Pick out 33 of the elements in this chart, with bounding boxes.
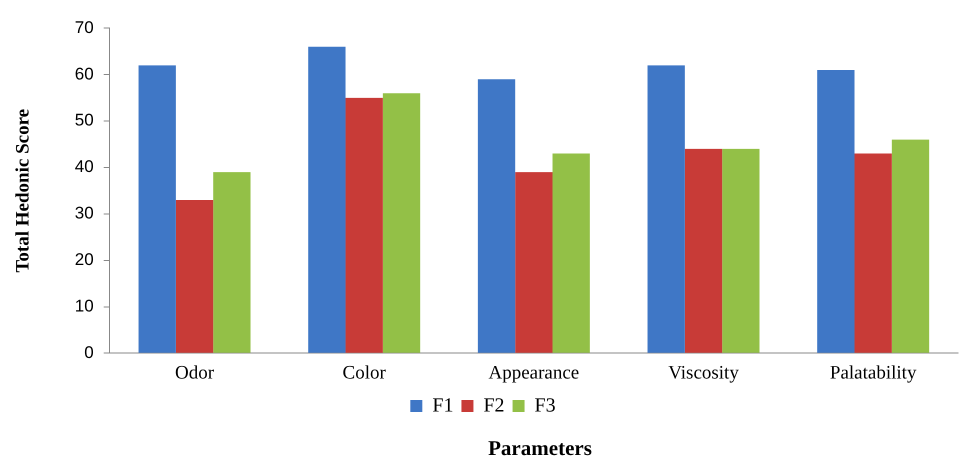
bar: [138, 65, 176, 353]
y-tick-label: 20: [74, 250, 94, 270]
bar: [346, 98, 383, 353]
x-axis-title: Parameters: [487, 436, 593, 461]
y-tick-label: 40: [74, 157, 94, 176]
bar: [213, 172, 251, 353]
bar: [515, 172, 553, 353]
y-tick-label: 70: [74, 18, 94, 37]
bar: [308, 46, 346, 353]
bar: [817, 70, 855, 353]
bar: [552, 154, 590, 353]
bar: [684, 148, 722, 353]
x-tick-label: Appearance: [488, 362, 580, 384]
legend-label: F2: [483, 394, 505, 416]
y-tick-label: 0: [84, 342, 94, 362]
legend-label: F1: [432, 394, 454, 416]
bar: [382, 93, 420, 353]
legend-label: F3: [534, 394, 556, 416]
y-axis-title: Total Hedonic Score: [12, 108, 34, 273]
bar: [478, 79, 516, 353]
y-tick-label: 60: [74, 64, 94, 84]
x-tick-label: Color: [342, 362, 387, 384]
y-tick-label: 30: [74, 204, 94, 223]
x-tick-label: Palatability: [830, 362, 917, 384]
bar: [854, 154, 892, 353]
bar: [892, 140, 930, 353]
y-tick-label: 10: [74, 296, 94, 316]
bar: [722, 148, 760, 353]
x-tick-label: Odor: [175, 362, 215, 384]
y-tick-label: 50: [74, 110, 94, 130]
bar: [176, 200, 214, 353]
x-tick-label: Viscosity: [668, 362, 740, 384]
bar: [648, 65, 685, 353]
